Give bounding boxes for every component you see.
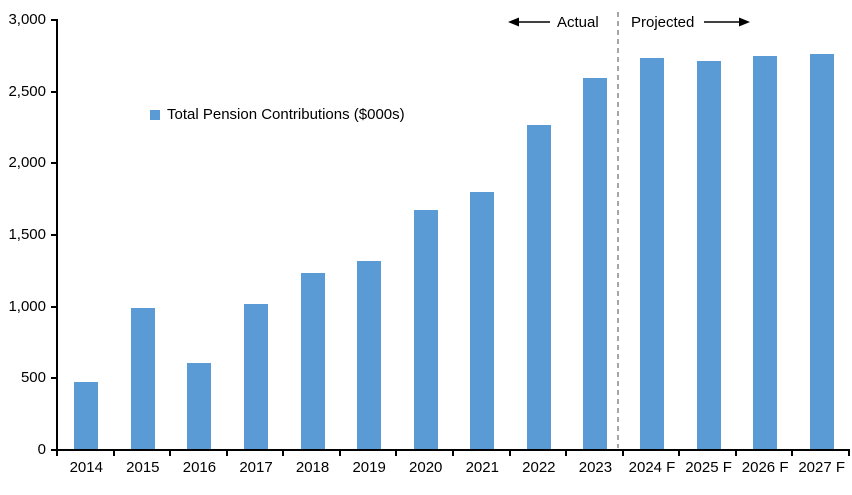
y-axis-tick-label: 2,000 bbox=[8, 154, 46, 172]
projected-section-label: Projected bbox=[631, 14, 695, 31]
bar-2022 bbox=[526, 125, 551, 449]
x-axis-label-2016: 2016 bbox=[182, 459, 217, 476]
legend-swatch-icon bbox=[150, 110, 160, 120]
legend-label: Total Pension Contributions ($000s) bbox=[167, 106, 405, 123]
x-axis-label-2017: 2017 bbox=[239, 459, 273, 476]
x-axis-tick bbox=[56, 451, 58, 456]
y-axis-tick bbox=[51, 90, 56, 93]
y-axis-tick-label: 500 bbox=[20, 369, 46, 387]
x-axis-tick bbox=[169, 451, 172, 456]
y-axis bbox=[56, 19, 58, 451]
x-axis-label-2026f: 2026 F bbox=[741, 459, 789, 476]
x-axis-tick bbox=[395, 451, 398, 456]
y-axis-tick-label: 1,500 bbox=[8, 226, 46, 243]
x-axis-tick bbox=[678, 451, 681, 456]
bar-2023 bbox=[583, 78, 608, 449]
x-axis-label-2022: 2022 bbox=[522, 459, 556, 476]
bar-2027f bbox=[809, 54, 834, 449]
left-arrow-icon bbox=[508, 17, 550, 27]
bar-2026f bbox=[753, 56, 778, 449]
bar-2019 bbox=[357, 261, 382, 449]
right-arrow-icon bbox=[704, 17, 750, 27]
x-axis-tick bbox=[225, 451, 228, 456]
y-axis-tick-label: 3,000 bbox=[8, 11, 46, 28]
y-axis-tick-label: 0 bbox=[37, 441, 46, 458]
x-axis-label-2014: 2014 bbox=[69, 459, 103, 476]
bar-2016 bbox=[187, 363, 212, 449]
x-axis-tick bbox=[565, 451, 568, 456]
x-axis-label-2023: 2023 bbox=[578, 459, 613, 476]
bar-2024f bbox=[640, 58, 664, 449]
x-axis-tick bbox=[338, 451, 341, 456]
y-axis-tick bbox=[51, 449, 56, 451]
bar-2014 bbox=[74, 382, 99, 449]
x-axis-label-2027f: 2027 F bbox=[798, 459, 846, 476]
x-axis-label-2019: 2019 bbox=[352, 459, 386, 476]
x-axis-tick bbox=[848, 451, 850, 456]
x-axis-label-2020: 2020 bbox=[409, 459, 443, 476]
bar-2018 bbox=[300, 273, 325, 449]
x-axis-tick bbox=[282, 451, 285, 456]
y-axis-tick bbox=[51, 234, 56, 236]
bar-2020 bbox=[413, 210, 438, 449]
x-axis-label-2015: 2015 bbox=[126, 459, 160, 476]
bar-2021 bbox=[470, 191, 495, 449]
chart-legend: Total Pension Contributions ($000s) bbox=[150, 106, 405, 124]
x-axis-label-2024f: 2024 F bbox=[628, 459, 676, 476]
y-axis-tick bbox=[51, 377, 56, 380]
bar-2017 bbox=[244, 304, 268, 449]
x-axis-tick bbox=[508, 451, 511, 456]
bar-2015 bbox=[130, 307, 155, 449]
x-axis-label-2018: 2018 bbox=[295, 459, 330, 476]
y-axis-tick bbox=[51, 162, 56, 165]
y-axis-tick bbox=[51, 19, 56, 21]
x-axis bbox=[56, 449, 850, 451]
x-axis-tick bbox=[791, 451, 794, 456]
bar-2025f bbox=[696, 60, 721, 449]
x-axis-tick bbox=[621, 451, 624, 456]
x-axis-label-2021: 2021 bbox=[465, 459, 499, 476]
x-axis-tick bbox=[112, 451, 115, 456]
y-axis-tick bbox=[51, 305, 56, 308]
y-axis-tick-label: 1,000 bbox=[8, 297, 46, 315]
x-axis-tick bbox=[734, 451, 737, 456]
y-axis-tick-label: 2,500 bbox=[8, 82, 46, 100]
x-axis-tick bbox=[452, 451, 454, 456]
actual-section-label: Actual bbox=[557, 14, 599, 31]
x-axis-label-2025f: 2025 F bbox=[685, 459, 732, 476]
actual-projected-separator bbox=[617, 12, 619, 448]
